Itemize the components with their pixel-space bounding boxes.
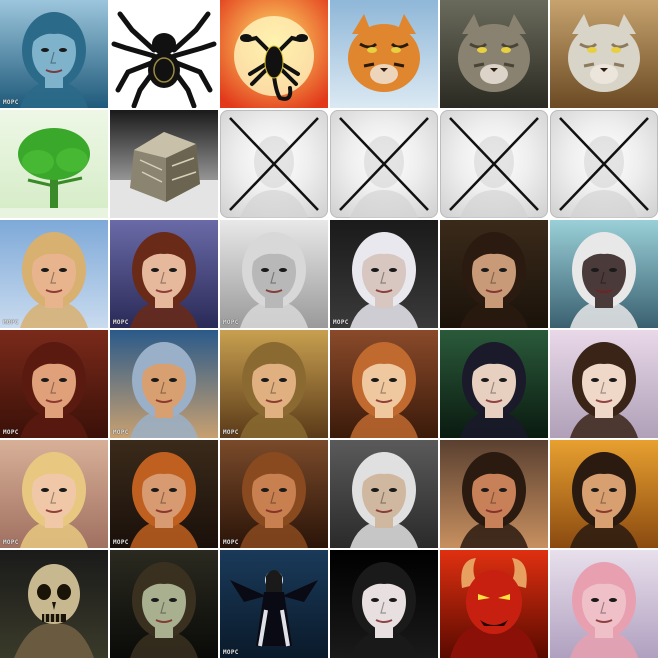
portrait-tile-tarantula[interactable] [110,0,218,108]
portrait-tile-empty-slot-4[interactable] [550,110,658,218]
portrait-tile-ghost-face[interactable]: MOPC [0,0,108,108]
portrait-tile-empty-slot-3[interactable] [440,110,548,218]
portrait-image [550,220,658,328]
portrait-image [330,0,438,108]
portrait-image [220,0,328,108]
portrait-image [550,550,658,658]
portrait-image [440,220,548,328]
portrait-image [550,440,658,548]
empty-slot-cross-icon [229,117,319,218]
portrait-tile-unicorn[interactable] [550,0,658,108]
portrait-image [0,550,108,658]
portrait-image [550,0,658,108]
portrait-image [330,220,438,328]
portrait-tile-silver-elf-warrior[interactable]: MOPC [220,220,328,328]
portrait-tile-blonde-lady[interactable]: MOPC [0,440,108,548]
portrait-tile-green-eyed-sorceress[interactable] [440,330,548,438]
portrait-image [440,330,548,438]
portrait-tile-redhead-woman[interactable] [330,330,438,438]
portrait-image [440,0,548,108]
portrait-image [0,110,108,218]
portrait-image [110,330,218,438]
portrait-image [110,110,218,218]
portrait-tile-red-demon[interactable] [440,550,548,658]
portrait-tile-vampiress[interactable]: MOPC [220,550,328,658]
portrait-tile-helmeted-warrior[interactable]: MOPC [110,330,218,438]
portrait-tile-hooded-elf-man[interactable] [440,220,548,328]
portrait-image [330,550,438,658]
portrait-tile-empty-slot-2[interactable] [330,110,438,218]
portrait-tile-wolf[interactable] [440,0,548,108]
portrait-image [110,0,218,108]
portrait-tile-white-hair-elf[interactable]: MOPC [330,220,438,328]
empty-slot-cross-icon [449,117,539,218]
portrait-tile-grey-wizard[interactable] [330,440,438,548]
portrait-image [220,440,328,548]
portrait-tile-devil-baby[interactable] [550,550,658,658]
portrait-tile-auburn-elf-woman[interactable]: MOPC [110,220,218,328]
portrait-image [110,220,218,328]
portrait-tile-masked-huntress[interactable]: MOPC [220,330,328,438]
portrait-tile-vampire[interactable] [330,550,438,658]
portrait-tile-dark-hair-maiden[interactable] [550,330,658,438]
portrait-image [330,440,438,548]
portrait-image [550,330,658,438]
portrait-tile-red-beard-dwarf[interactable]: MOPC [110,440,218,548]
portrait-image [330,330,438,438]
portrait-tile-barbarian[interactable] [440,440,548,548]
portrait-tile-green-tree[interactable] [0,110,108,218]
portrait-image [110,440,218,548]
portrait-tile-tiger[interactable] [330,0,438,108]
portrait-tile-swordsman[interactable] [550,440,658,548]
portrait-image [440,440,548,548]
empty-slot-cross-icon [559,117,649,218]
portrait-image [220,550,328,658]
portrait-tile-smiling-woman[interactable]: MOPC [0,330,108,438]
portrait-tile-scorpion[interactable] [220,0,328,108]
empty-slot-cross-icon [339,117,429,218]
portrait-tile-empty-slot-1[interactable] [220,110,328,218]
portrait-tile-skeleton[interactable] [0,550,108,658]
portrait-tile-possessed-girl[interactable] [110,550,218,658]
portrait-image [440,550,548,658]
portrait-image [220,330,328,438]
portrait-image [0,330,108,438]
portrait-image [0,220,108,328]
portrait-image [220,220,328,328]
portrait-image [0,440,108,548]
portrait-tile-horned-dwarf[interactable]: MOPC [220,440,328,548]
portrait-tile-blonde-elf-woman[interactable]: MOPC [0,220,108,328]
portrait-image [110,550,218,658]
portrait-tile-pyrite-crystal[interactable] [110,110,218,218]
portrait-image [0,0,108,108]
portrait-tile-drow-elf[interactable] [550,220,658,328]
